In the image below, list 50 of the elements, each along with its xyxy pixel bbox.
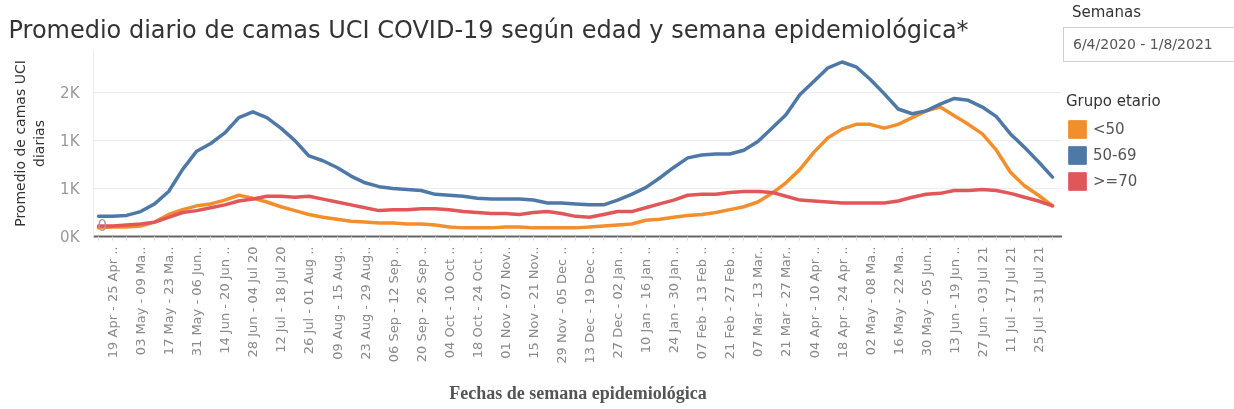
line-series [96, 105, 1055, 230]
x-axis-title: Fechas de semana epidemiológica [449, 382, 707, 403]
x-tick-label: 06 Sep - 12 Sep .. [385, 246, 401, 363]
x-tick-label: 24 Jan - 30 Jan .. [666, 246, 682, 354]
chart-title: Promedio diario de camas UCI COVID-19 según edad y semana epidemiológica* [8, 15, 969, 44]
x-tick-label: 15 Nov - 21 Nov.. [525, 246, 541, 359]
legend-label: >=70 [1093, 171, 1138, 192]
y-tick-label: 1K [60, 179, 81, 198]
x-tick-label: 28 Jun - 04 Jul 20 [245, 246, 261, 358]
x-tick-label: 21 Feb - 27 Feb .. [722, 246, 738, 360]
x-tick-label: 07 Mar - 13 Mar.. [750, 246, 766, 357]
x-tick-label: 04 Apr - 10 Apr .. [806, 246, 822, 359]
annotation: 0 [97, 216, 108, 235]
y-tick-label: 2K [60, 83, 81, 102]
x-tick-label: 13 Dec - 19 Dec .. [582, 246, 598, 364]
x-tick-label: 26 Jul - 01 Aug .. [301, 246, 317, 355]
x-tick-label: 21 Mar - 27 Mar.. [778, 246, 794, 357]
x-tick-label: 27 Jun - 03 Jul 21 [974, 246, 990, 358]
y-tick-label: 0K [60, 227, 81, 246]
x-tick-label: 27 Dec - 02 Jan .. [610, 246, 626, 359]
x-tick-label: 14 Jun - 20 Jun .. [217, 246, 233, 354]
x-tick-label: 29 Nov - 05 Dec .. [553, 246, 569, 364]
x-tick-label: 10 Jan - 16 Jan .. [638, 246, 654, 354]
x-tick-label: 07 Feb - 13 Feb .. [694, 246, 710, 360]
y-tick-label: 1K [60, 131, 81, 150]
x-tick-label: 04 Oct - 10 Oct .. [441, 246, 457, 359]
x-tick-label: 19 Apr - 25 Apr .. [105, 246, 121, 359]
y-axis-title: Promedio de camas UCI diarias [11, 60, 48, 227]
x-tick-label: 12 Jul - 18 Jul 20 [273, 246, 289, 353]
x-tick-label: 18 Apr - 24 Apr .. [834, 246, 850, 359]
x-tick-label: 30 May - 05 Jun.. [918, 246, 934, 357]
x-tick-label: 01 Nov - 07 Nov.. [497, 246, 513, 359]
legend-label: <50 [1093, 119, 1125, 140]
x-tick-label: 23 Aug - 29 Aug.. [357, 246, 373, 360]
x-tick-label: 25 Jul - 31 Jul 21 [1030, 246, 1046, 353]
line-series [96, 60, 1055, 219]
x-tick-label: 11 Jul - 17 Jul 21 [1002, 246, 1018, 353]
x-tick-label: 09 Aug - 15 Aug.. [329, 246, 345, 360]
x-tick-label: 02 May - 08 Ma.. [862, 246, 878, 356]
x-tick-label: 31 May - 06 Jun.. [189, 246, 205, 357]
x-tick-label: 13 Jun - 19 Jun .. [946, 246, 962, 354]
x-tick-label: 18 Oct - 24 Oct .. [469, 246, 485, 359]
text: Semanas [1072, 2, 1142, 23]
text: 6/4/2020 - 1/8/2021 [1063, 27, 1234, 62]
x-tick-label: 16 May - 22 Ma.. [890, 246, 906, 356]
x-tick-label: 20 Sep - 26 Sep .. [413, 246, 429, 363]
x-tick-label: 17 May - 23 Ma.. [161, 246, 177, 356]
legend-title: Grupo etario [1066, 92, 1161, 110]
x-tick-label: 03 May - 09 Ma.. [133, 246, 149, 356]
legend-label: 50-69 [1093, 145, 1137, 166]
